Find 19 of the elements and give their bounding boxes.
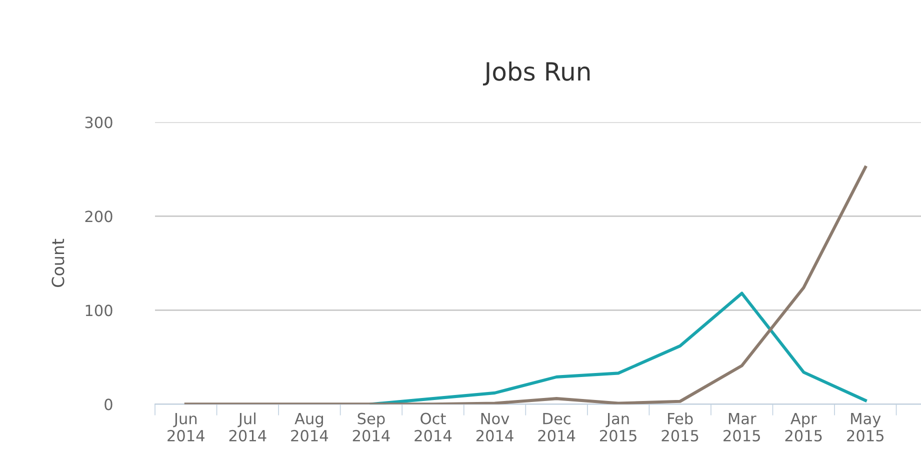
chart-title: Jobs Run	[482, 62, 590, 86]
x-tick-label: Jun 2014	[168, 413, 204, 442]
x-tick-label: Feb 2015	[662, 412, 698, 442]
x-tick-label: Oct 2014	[414, 412, 452, 442]
x-tick-label: May 2015	[847, 413, 884, 442]
x-tick-label: Jan 2015	[600, 413, 636, 442]
y-tick-label: 100	[86, 304, 112, 316]
x-tick-label: Apr 2015	[785, 413, 822, 442]
line-series	[184, 166, 867, 404]
y-axis-title: Count	[52, 238, 64, 288]
x-tick-label: Jul 2014	[229, 412, 266, 442]
x-tick-label: Aug 2014	[291, 413, 328, 442]
x-tick-label: Dec 2014	[538, 413, 576, 442]
x-tick-label: Mar 2015	[724, 413, 760, 442]
y-tick-label: 200	[85, 210, 112, 222]
y-tick-label: 0	[104, 398, 112, 410]
x-tick-label: Sep 2014	[352, 412, 390, 442]
y-tick-label: 300	[85, 116, 112, 128]
x-tick-label: Nov 2014	[476, 413, 514, 442]
